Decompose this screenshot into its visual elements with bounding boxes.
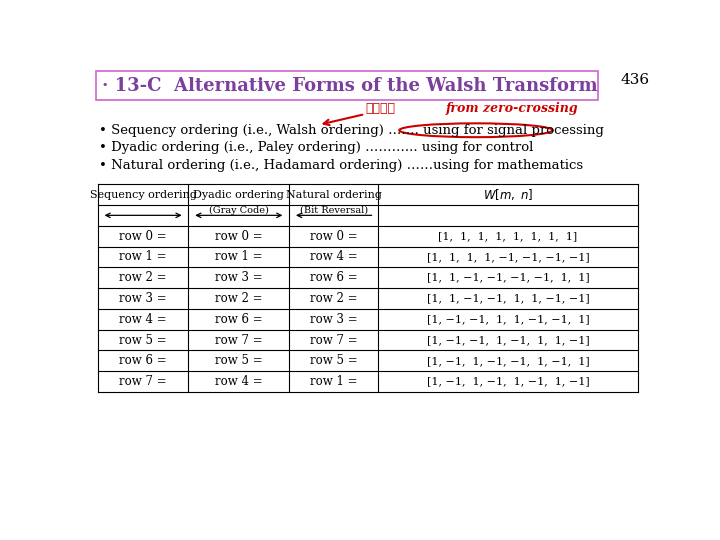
- Text: $\mathit{W}[m,\ n]$: $\mathit{W}[m,\ n]$: [483, 187, 534, 202]
- Text: (Bit Reversal): (Bit Reversal): [300, 205, 368, 214]
- Text: row 4 =: row 4 =: [120, 313, 167, 326]
- Text: row 4 =: row 4 =: [215, 375, 263, 388]
- Text: Sequency ordering: Sequency ordering: [90, 190, 197, 200]
- Text: Dyadic ordering: Dyadic ordering: [194, 190, 284, 200]
- Text: [1,  1,  1,  1,  1,  1,  1,  1]: [1, 1, 1, 1, 1, 1, 1, 1]: [438, 231, 577, 241]
- Text: row 7 =: row 7 =: [215, 334, 263, 347]
- Text: row 6 =: row 6 =: [215, 313, 263, 326]
- Text: [1,  1, −1, −1,  1,  1, −1, −1]: [1, 1, −1, −1, 1, 1, −1, −1]: [427, 294, 590, 303]
- Text: row 5 =: row 5 =: [215, 354, 263, 367]
- Text: row 7 =: row 7 =: [120, 375, 167, 388]
- Text: [1, −1,  1, −1, −1,  1, −1,  1]: [1, −1, 1, −1, −1, 1, −1, 1]: [427, 356, 590, 366]
- Text: [1, −1,  1, −1,  1, −1,  1, −1]: [1, −1, 1, −1, 1, −1, 1, −1]: [427, 377, 590, 387]
- Bar: [96, 71, 598, 100]
- Text: row 5 =: row 5 =: [120, 334, 167, 347]
- Text: (Gray Code): (Gray Code): [209, 205, 269, 214]
- Text: row 0 =: row 0 =: [120, 230, 167, 242]
- Text: row 1 =: row 1 =: [310, 375, 358, 388]
- Text: row 5 =: row 5 =: [310, 354, 358, 367]
- Text: 標準定義: 標準定義: [366, 102, 395, 115]
- Text: [1,  1,  1,  1, −1, −1, −1, −1]: [1, 1, 1, 1, −1, −1, −1, −1]: [427, 252, 590, 262]
- Text: row 3 =: row 3 =: [310, 313, 358, 326]
- Text: 436: 436: [620, 73, 649, 87]
- Text: row 3 =: row 3 =: [215, 271, 263, 284]
- Text: row 4 =: row 4 =: [310, 251, 358, 264]
- Text: row 2 =: row 2 =: [120, 271, 167, 284]
- Text: row 2 =: row 2 =: [215, 292, 263, 305]
- Text: row 1 =: row 1 =: [215, 251, 263, 264]
- Text: row 0 =: row 0 =: [215, 230, 263, 242]
- Text: row 3 =: row 3 =: [120, 292, 167, 305]
- Text: row 6 =: row 6 =: [120, 354, 167, 367]
- Text: row 7 =: row 7 =: [310, 334, 358, 347]
- Text: [1,  1, −1, −1, −1, −1,  1,  1]: [1, 1, −1, −1, −1, −1, 1, 1]: [427, 273, 590, 283]
- Text: · 13-C  Alternative Forms of the Walsh Transform: · 13-C Alternative Forms of the Walsh Tr…: [102, 77, 598, 94]
- Text: • Sequency ordering (i.e., Walsh ordering) ……. using for signal processing: • Sequency ordering (i.e., Walsh orderin…: [99, 124, 604, 137]
- Text: from zero-crossing: from zero-crossing: [446, 102, 579, 115]
- Text: row 2 =: row 2 =: [310, 292, 358, 305]
- Text: • Natural ordering (i.e., Hadamard ordering) ……using for mathematics: • Natural ordering (i.e., Hadamard order…: [99, 159, 583, 172]
- Text: • Dyadic ordering (i.e., Paley ordering) ………... using for control: • Dyadic ordering (i.e., Paley ordering)…: [99, 141, 534, 154]
- Text: row 1 =: row 1 =: [120, 251, 167, 264]
- Text: [1, −1, −1,  1, −1,  1,  1, −1]: [1, −1, −1, 1, −1, 1, 1, −1]: [427, 335, 590, 345]
- Text: row 6 =: row 6 =: [310, 271, 358, 284]
- Text: row 0 =: row 0 =: [310, 230, 358, 242]
- Text: Natural ordering: Natural ordering: [286, 190, 382, 200]
- Text: [1, −1, −1,  1,  1, −1, −1,  1]: [1, −1, −1, 1, 1, −1, −1, 1]: [427, 314, 590, 325]
